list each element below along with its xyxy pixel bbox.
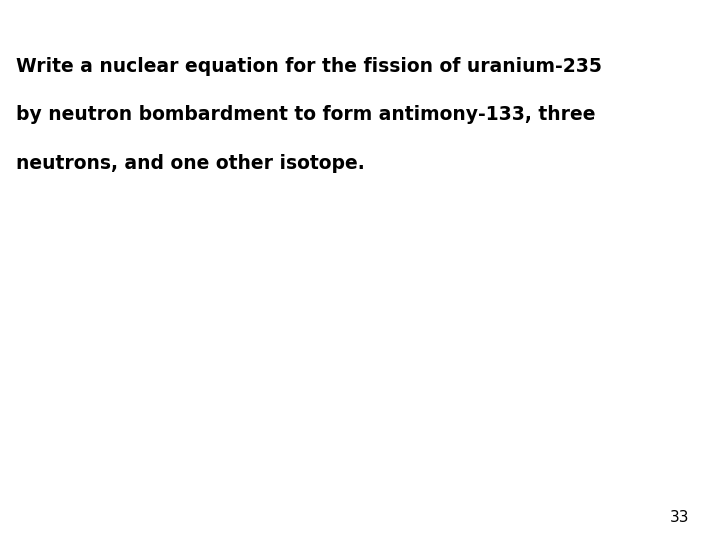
Text: neutrons, and one other isotope.: neutrons, and one other isotope. xyxy=(16,154,364,173)
Text: by neutron bombardment to form antimony-133, three: by neutron bombardment to form antimony-… xyxy=(16,105,595,124)
Text: 33: 33 xyxy=(670,510,690,525)
Text: Write a nuclear equation for the fission of uranium-235: Write a nuclear equation for the fission… xyxy=(16,57,602,76)
